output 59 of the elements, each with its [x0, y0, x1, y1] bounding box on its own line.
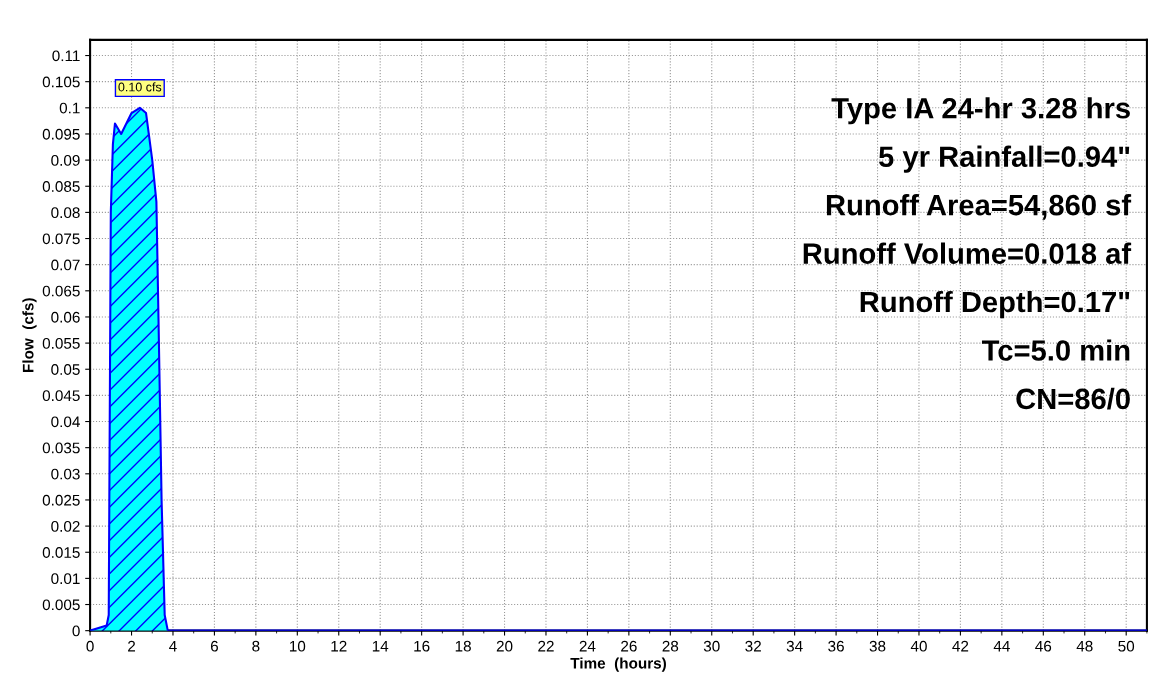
- x-tick-label: 38: [869, 640, 886, 652]
- y-tick-label: 0.02: [51, 520, 80, 532]
- x-tick-label: 8: [252, 640, 260, 652]
- annotation: Runoff Area=54,860 sf: [826, 194, 1132, 220]
- y-tick-label: 0.045: [42, 390, 80, 402]
- x-tick-label: 12: [331, 640, 347, 652]
- y-tick-label: 0.085: [42, 181, 80, 192]
- annotation: Runoff Volume=0.018 af: [803, 242, 1132, 264]
- x-tick-label: 32: [745, 640, 761, 652]
- y-tick-label: 0.075: [42, 233, 80, 245]
- x-tick-label: 20: [496, 640, 513, 652]
- x-tick-label: 34: [786, 640, 803, 652]
- y-tick-label: 0.095: [42, 128, 80, 140]
- x-tick-label: 48: [1076, 640, 1093, 652]
- y-tick-label: 0.04: [51, 416, 80, 428]
- x-tick-label: 2: [128, 640, 136, 652]
- x-tick-label: 4: [169, 640, 177, 652]
- x-tick-label: 14: [372, 640, 389, 652]
- x-tick-label: 22: [538, 640, 554, 652]
- x-tick-label: 28: [662, 640, 679, 652]
- x-tick-label: 30: [703, 640, 720, 652]
- y-tick-label: 0.08: [51, 207, 80, 219]
- x-tick-label: 24: [579, 640, 596, 652]
- y-tick-label: 0.05: [51, 364, 80, 375]
- y-tick-label: 0.06: [51, 311, 80, 323]
- x-axis-title: Time (hours): [570, 657, 666, 672]
- x-tick-label: 18: [455, 640, 471, 652]
- y-tick-label: 0.01: [51, 573, 80, 585]
- y-tick-label: 0.025: [42, 494, 80, 506]
- x-tick-label: 16: [414, 640, 430, 652]
- y-tick-label: 0.035: [42, 442, 80, 454]
- x-tick-label: 10: [289, 640, 306, 652]
- x-tick-label: 6: [210, 640, 218, 652]
- x-tick-label: 44: [993, 640, 1010, 652]
- y-tick-label: 0.11: [52, 50, 80, 62]
- y-tick-label: 0.07: [51, 259, 80, 271]
- y-tick-label: 0.105: [42, 76, 80, 88]
- y-axis-title: Flow (cfs): [22, 298, 37, 372]
- annotation: Type IA 24-hr 3.28 hrs: [831, 97, 1130, 125]
- y-tick-label: 0.055: [42, 337, 80, 349]
- annotation: 5 yr Rainfall=0.94": [879, 145, 1130, 173]
- x-tick-label: 0: [86, 640, 94, 652]
- x-tick-label: 46: [1035, 640, 1052, 652]
- y-tick-label: 0.065: [42, 285, 80, 297]
- x-tick-label: 26: [621, 640, 637, 652]
- y-tick-label: 0: [72, 625, 80, 637]
- annotation: Tc=5.0 min: [981, 339, 1130, 361]
- y-tick-label: 0.005: [42, 599, 80, 611]
- x-tick-label: 42: [952, 640, 969, 652]
- annotation: Runoff Depth=0.17": [860, 290, 1130, 319]
- y-tick-label: 0.09: [51, 154, 80, 166]
- y-tick-label: 0.03: [51, 468, 80, 480]
- annotation: CN=86/0: [1016, 387, 1130, 410]
- x-tick-label: 50: [1118, 640, 1135, 652]
- y-tick-label: 0.1: [59, 102, 80, 114]
- x-tick-label: 40: [910, 640, 927, 652]
- annotation: 0.10 cfs: [118, 82, 162, 92]
- x-tick-label: 36: [828, 640, 844, 652]
- y-tick-label: 0.015: [42, 547, 80, 558]
